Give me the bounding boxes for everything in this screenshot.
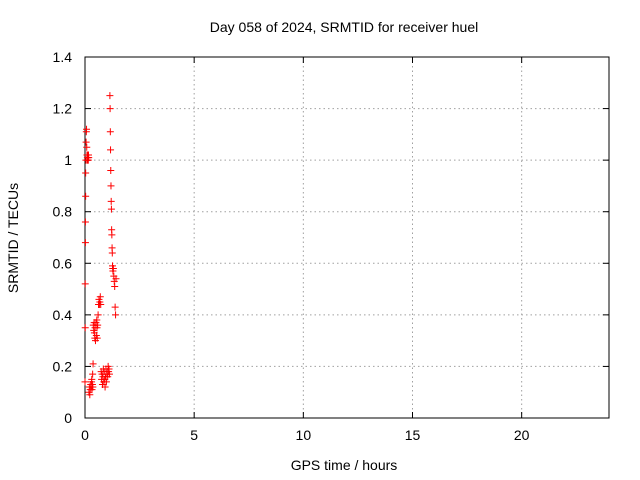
data-point [83,143,91,151]
x-tick-label: 10 [296,427,312,443]
data-point [106,92,114,100]
y-tick-label: 1 [64,152,72,168]
data-point [89,360,97,368]
axis-ticks [84,56,609,419]
data-point [89,383,97,391]
x-tick-label: 20 [514,427,530,443]
data-point [105,370,113,378]
data-point [82,169,90,177]
data-point [107,166,115,174]
data-point [83,125,91,133]
data-point [108,249,116,257]
x-tick-label: 15 [405,427,421,443]
y-tick-label: 0.8 [53,204,73,220]
data-point [94,311,102,319]
data-point [89,370,97,378]
data-point [106,105,114,113]
data-point [97,301,105,309]
data-point [94,321,102,329]
data-point [112,275,120,283]
data-point [102,378,110,386]
data-point [81,378,89,386]
y-axis-label: SRMTID / TECUs [5,183,21,293]
data-point [107,197,115,205]
data-point [109,264,117,272]
y-tick-label: 1.4 [53,49,73,65]
data-point [93,316,101,324]
data-point [85,154,93,162]
data-point [93,334,101,342]
data-point [88,375,96,383]
data-point [111,282,119,290]
data-point [107,146,115,154]
data-point [107,182,115,190]
plot-frame [84,56,610,419]
data-point [108,231,116,239]
data-points [81,92,120,399]
x-axis-label: GPS time / hours [291,457,398,473]
data-point [82,192,90,200]
grid-lines [85,57,609,418]
y-tick-label: 0.4 [53,307,73,323]
y-tick-label: 0 [64,410,72,426]
data-point [111,303,119,311]
x-tick-label: 5 [190,427,198,443]
tick-labels: 0 5 10 15 20 0 0.2 0.4 0.6 0.8 1 1.2 1.4 [53,49,530,443]
data-point [112,311,120,319]
x-tick-label: 0 [81,427,89,443]
data-point [81,218,89,226]
data-point [96,293,104,301]
y-tick-label: 0.2 [53,358,73,374]
data-point [106,128,114,136]
data-point [81,239,89,247]
data-point [82,138,90,146]
y-tick-label: 0.6 [53,255,73,271]
data-point [81,280,89,288]
data-point [81,324,89,332]
y-tick-label: 1.2 [53,101,73,117]
chart-title: Day 058 of 2024, SRMTID for receiver hue… [210,19,478,35]
data-point [107,205,115,213]
data-point [101,383,109,391]
